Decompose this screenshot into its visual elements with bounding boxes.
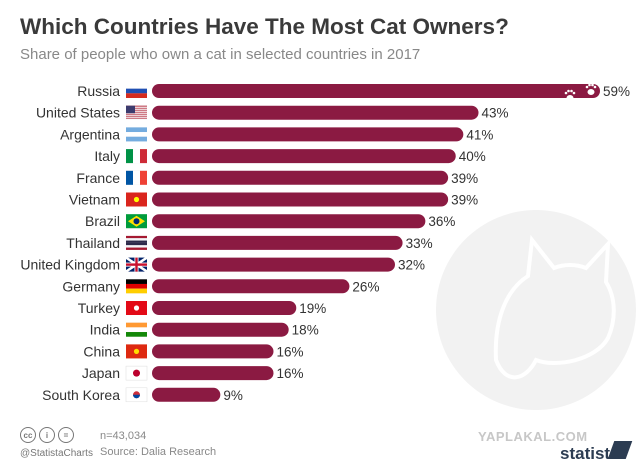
flag-icon-india	[126, 322, 147, 337]
bar-vietnam	[152, 192, 449, 207]
value-label-japan: 16%	[276, 366, 303, 381]
cat-illustration	[436, 210, 636, 410]
sample-size: n=43,034	[100, 430, 147, 442]
flag-icon-united-states	[126, 105, 147, 120]
category-label-brazil: Brazil	[85, 213, 120, 229]
bar-china	[152, 344, 274, 359]
bar-japan	[152, 366, 274, 381]
value-label-germany: 26%	[352, 279, 379, 294]
value-label-italy: 40%	[459, 149, 486, 164]
value-label-brazil: 36%	[428, 214, 455, 229]
value-label-united-states: 43%	[482, 106, 509, 121]
value-label-india: 18%	[292, 323, 319, 338]
category-label-russia: Russia	[77, 83, 120, 99]
category-label-united-kingdom: United Kingdom	[20, 257, 120, 273]
license-icons: cc i =	[20, 427, 74, 443]
category-label-japan: Japan	[82, 365, 120, 381]
flag-icon-china	[126, 344, 147, 359]
bar-brazil	[152, 214, 426, 229]
paw-print-icon	[564, 83, 597, 101]
flag-icon-thailand	[126, 235, 147, 250]
bar-russia	[152, 84, 600, 98]
category-label-vietnam: Vietnam	[69, 192, 120, 208]
value-label-turkey: 19%	[299, 301, 326, 316]
twitter-handle: @StatistaCharts	[20, 448, 93, 459]
flag-icon-united-kingdom	[125, 256, 148, 273]
bar-united-kingdom	[152, 257, 395, 272]
chart-subtitle: Share of people who own a cat in selecte…	[20, 46, 421, 63]
category-label-argentina: Argentina	[60, 126, 120, 142]
value-label-china: 16%	[276, 344, 303, 359]
chart-title: Which Countries Have The Most Cat Owners…	[20, 14, 509, 39]
category-label-germany: Germany	[62, 278, 120, 294]
category-label-india: India	[90, 322, 121, 338]
value-label-vietnam: 39%	[451, 193, 478, 208]
flag-icon-south-korea	[125, 387, 148, 403]
source-note: Source: Dalia Research	[100, 446, 217, 458]
bar-south-korea	[152, 387, 221, 402]
flag-icon-vietnam	[126, 192, 147, 207]
category-label-france: France	[76, 170, 120, 186]
no-derivatives-icon: =	[58, 427, 74, 443]
category-label-thailand: Thailand	[66, 235, 120, 251]
bar-italy	[152, 149, 456, 164]
flag-icon-japan	[125, 365, 148, 381]
flag-icon-brazil	[126, 214, 147, 229]
flag-icon-russia	[126, 84, 147, 98]
bar-india	[152, 322, 289, 337]
flag-icon-germany	[126, 279, 147, 294]
flag-icon-turkey	[126, 301, 147, 315]
cat-outline-icon	[493, 234, 616, 380]
site-watermark: YAPLAKAL.COM	[478, 429, 588, 444]
attribution-icon: i	[39, 427, 55, 443]
flag-icon-italy	[126, 149, 147, 164]
category-label-italy: Italy	[94, 148, 120, 164]
value-label-france: 39%	[451, 171, 478, 186]
bar-united-states	[152, 105, 479, 120]
flag-icon-france	[126, 170, 147, 185]
bar-germany	[152, 279, 350, 294]
bar-argentina	[152, 127, 464, 142]
category-label-turkey: Turkey	[78, 300, 120, 316]
value-label-thailand: 33%	[406, 236, 433, 251]
value-label-south-korea: 9%	[223, 388, 243, 403]
value-label-argentina: 41%	[466, 127, 493, 142]
value-label-united-kingdom: 32%	[398, 258, 425, 273]
category-label-china: China	[83, 343, 120, 359]
bar-france	[152, 170, 449, 185]
statista-logo: statista	[560, 444, 620, 463]
creative-commons-icon: cc	[20, 427, 36, 443]
category-label-united-states: United States	[36, 105, 120, 121]
category-label-south-korea: South Korea	[42, 387, 120, 403]
value-label-russia: 59%	[603, 84, 630, 99]
bar-thailand	[152, 235, 403, 250]
bar-turkey	[152, 301, 297, 315]
flag-icon-argentina	[126, 127, 147, 142]
